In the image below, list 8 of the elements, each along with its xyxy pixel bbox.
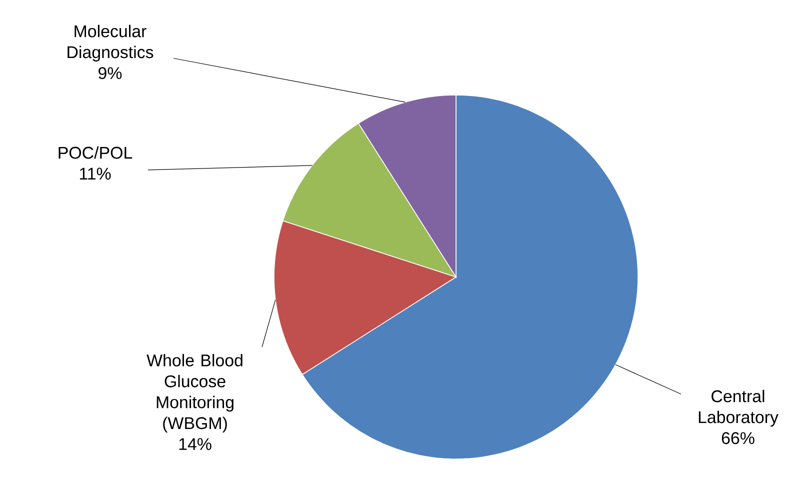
slice-label: Central Laboratory xyxy=(698,390,778,427)
data-label: 9% xyxy=(98,67,122,80)
slice-label: Whole Blood Glucose Monitoring (WBGM) xyxy=(146,354,242,432)
data-label: 66% xyxy=(722,432,754,444)
data-label: 14% xyxy=(179,438,212,450)
slice-label: POC/POL xyxy=(58,146,132,159)
data-label: 11% xyxy=(80,168,111,180)
slice-label: Molecular Diagnostics xyxy=(68,24,154,62)
